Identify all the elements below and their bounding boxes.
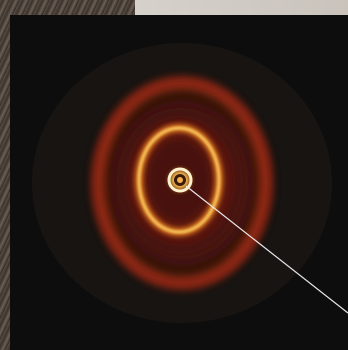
inner-ring	[167, 167, 193, 193]
outer-ring	[91, 76, 273, 290]
background-light-strip	[135, 0, 348, 16]
disk-illustration	[32, 43, 348, 323]
ring-gap	[117, 108, 243, 254]
middle-ring	[137, 126, 221, 234]
disk-photo	[10, 15, 348, 350]
central-star	[177, 177, 183, 183]
pointer-line	[185, 185, 348, 314]
